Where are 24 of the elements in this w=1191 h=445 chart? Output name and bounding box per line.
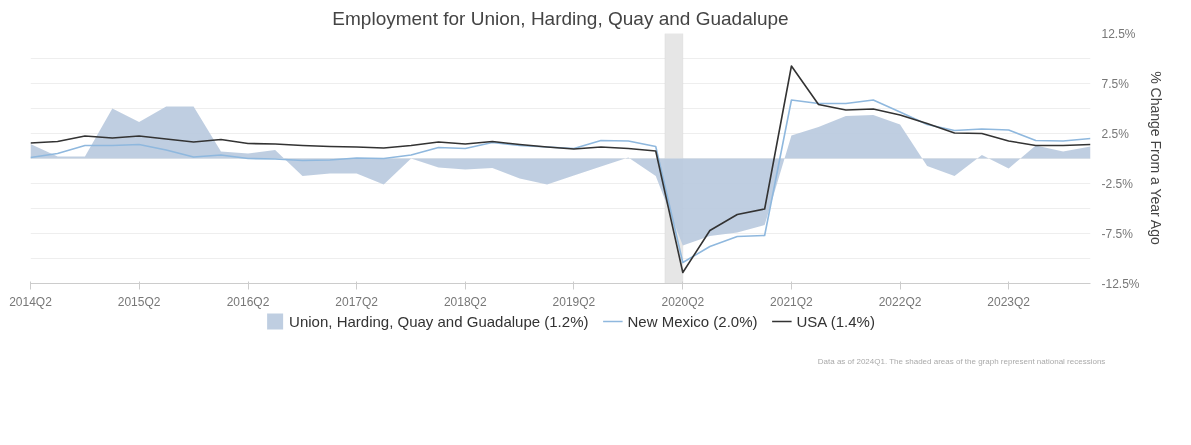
y-axis-title: % Change From a Year Ago [1147, 71, 1164, 245]
y-tick-label: 7.5% [1101, 76, 1130, 91]
x-tick-label: 2022Q2 [878, 294, 922, 309]
x-tick-label: 2017Q2 [335, 294, 379, 309]
x-tick-label: 2023Q2 [987, 294, 1031, 309]
x-tick-label: 2018Q2 [443, 294, 487, 309]
chart-title: Employment for Union, Harding, Quay and Guadalupe [332, 7, 789, 29]
y-tick-label: -7.5% [1101, 226, 1134, 241]
x-tick-label: 2019Q2 [552, 294, 596, 309]
text: Data as of 2024Q1. The shaded areas of the graph represent national recessions [817, 356, 1106, 366]
x-tick-label: 2015Q2 [117, 294, 161, 309]
line-series [30, 99, 1091, 264]
y-tick-label: -2.5% [1101, 176, 1134, 191]
line-series [30, 65, 1091, 274]
legend-label: USA (1.4%) [796, 312, 875, 330]
x-tick-label: 2021Q2 [770, 294, 814, 309]
y-tick-label: 2.5% [1101, 126, 1130, 141]
x-tick-label: 2014Q2 [9, 294, 53, 309]
legend-label: Union, Harding, Quay and Guadalupe (1.2%) [289, 312, 589, 330]
x-tick-label: 2016Q2 [226, 294, 270, 309]
x-tick-label: 2020Q2 [661, 294, 705, 309]
y-tick-label: 12.5% [1101, 26, 1136, 41]
legend-label: New Mexico (2.0%) [627, 312, 758, 330]
y-tick-label: -12.5% [1101, 276, 1140, 291]
